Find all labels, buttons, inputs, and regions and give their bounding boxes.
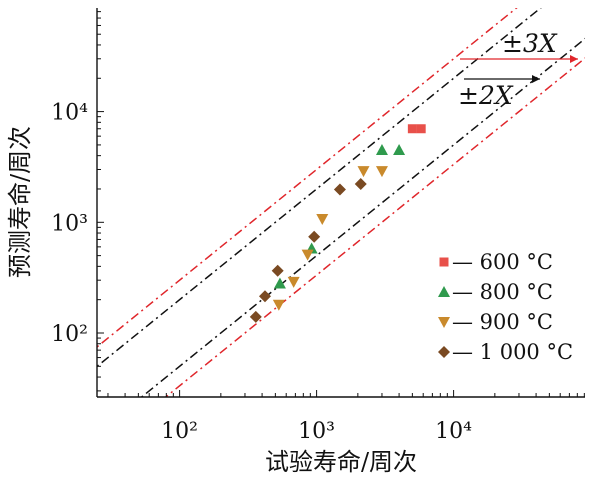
data-points xyxy=(249,124,426,323)
band-labels: ±2X ±3X xyxy=(458,29,578,110)
data-point-series-1 xyxy=(375,143,388,155)
data-point-series-3 xyxy=(333,183,346,196)
x-tick-label: 10² xyxy=(161,419,198,444)
legend-label-3: — 1 000 °C xyxy=(452,340,573,364)
data-point-series-2 xyxy=(316,214,329,226)
error-bands xyxy=(97,8,585,397)
band-2x-label: ±2X xyxy=(458,81,514,110)
data-point-series-3 xyxy=(354,177,367,190)
legend-marker-1 xyxy=(438,286,450,297)
band-2x-arrowhead xyxy=(532,75,540,83)
band-2x-line xyxy=(97,8,542,368)
x-axis-title: 试验寿命/周次 xyxy=(265,448,417,476)
legend-label-0: — 600 °C xyxy=(452,250,553,274)
data-point-series-3 xyxy=(308,230,321,243)
y-tick-label: 10² xyxy=(51,322,88,347)
y-axis-title: 预测寿命/周次 xyxy=(6,126,34,278)
legend-label-1: — 800 °C xyxy=(452,280,553,304)
data-point-series-3 xyxy=(271,264,284,277)
data-point-series-2 xyxy=(357,166,370,178)
data-point-series-1 xyxy=(273,277,286,289)
data-point-series-1 xyxy=(393,143,406,155)
legend-label-2: — 900 °C xyxy=(452,310,553,334)
data-point-series-2 xyxy=(272,299,285,311)
band-3x-arrowhead xyxy=(570,55,578,63)
y-tick-label: 10⁴ xyxy=(51,101,88,126)
data-point-series-0 xyxy=(416,124,426,134)
band-3x-label: ±3X xyxy=(502,29,558,58)
y-tick-label: 10³ xyxy=(51,211,88,236)
x-tick-label: 10³ xyxy=(298,419,335,444)
legend-marker-0 xyxy=(439,257,449,267)
x-tick-label: 10⁴ xyxy=(435,419,472,444)
data-point-series-3 xyxy=(249,310,262,323)
data-point-series-2 xyxy=(375,166,388,178)
legend-marker-2 xyxy=(438,317,450,328)
band-3x-line xyxy=(164,57,585,397)
legend: — 600 °C — 800 °C — 900 °C — 1 000 °C xyxy=(438,250,573,364)
axes xyxy=(96,8,585,398)
data-point-series-0 xyxy=(407,124,417,134)
data-point-series-3 xyxy=(258,290,271,303)
legend-marker-3 xyxy=(438,346,450,358)
tick-labels: 10² 10³ 10⁴ 10² 10³ 10⁴ xyxy=(51,101,472,444)
data-point-series-2 xyxy=(301,249,314,261)
data-point-series-2 xyxy=(287,276,300,288)
